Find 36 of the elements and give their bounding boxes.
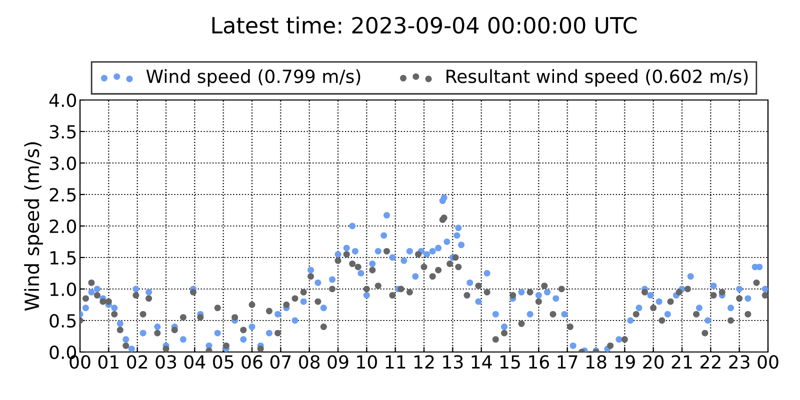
- x-tick-label: 05: [213, 355, 234, 369]
- x-tick-label: 12: [414, 355, 434, 368]
- x-tick-label: 13: [443, 355, 463, 369]
- x-tick-label: 08: [299, 355, 320, 369]
- x-tick-label: 15: [500, 355, 520, 369]
- x-tick-label: 20: [643, 355, 664, 369]
- x-tick-label: 04: [184, 355, 206, 369]
- legend-label: Wind speed (0.799 m/s): [146, 69, 360, 87]
- y-tick-label: 1.5: [50, 251, 76, 265]
- x-tick-label: 09: [328, 355, 348, 369]
- y-tick-label: 4.0: [49, 93, 76, 108]
- x-tick-label: 00: [758, 355, 778, 369]
- y-axis-title: Wind speed (m/s): [24, 142, 43, 311]
- x-tick-label: 07: [270, 355, 291, 369]
- y-tick-label: 3.5: [50, 124, 76, 139]
- x-tick-label: 16: [529, 355, 550, 369]
- x-tick-label: 14: [472, 355, 492, 368]
- y-tick-label: 0.5: [50, 314, 76, 328]
- x-tick-label: 06: [242, 355, 262, 369]
- x-tick-label: 17: [558, 355, 578, 368]
- x-tick-label: 03: [156, 355, 176, 369]
- x-tick-label: 21: [672, 355, 692, 368]
- x-tick-label: 18: [586, 355, 606, 369]
- chart-title: Latest time: 2023-09-04 00:00:00 UTC: [212, 16, 637, 34]
- y-tick-label: 1.0: [50, 282, 76, 296]
- legend-label: Resultant wind speed (0.602 m/s): [446, 69, 748, 87]
- y-tick-label: 2.5: [50, 188, 76, 202]
- x-tick-label: 10: [357, 355, 377, 369]
- x-tick-label: 23: [729, 355, 750, 369]
- x-tick-label: 02: [127, 355, 148, 369]
- y-tick-label: 3.0: [50, 156, 76, 170]
- y-tick-label: 2.0: [50, 219, 76, 234]
- x-tick-label: 22: [700, 355, 720, 368]
- x-tick-label: 11: [386, 355, 406, 368]
- x-tick-label: 19: [615, 355, 635, 369]
- x-tick-label: 01: [98, 355, 118, 369]
